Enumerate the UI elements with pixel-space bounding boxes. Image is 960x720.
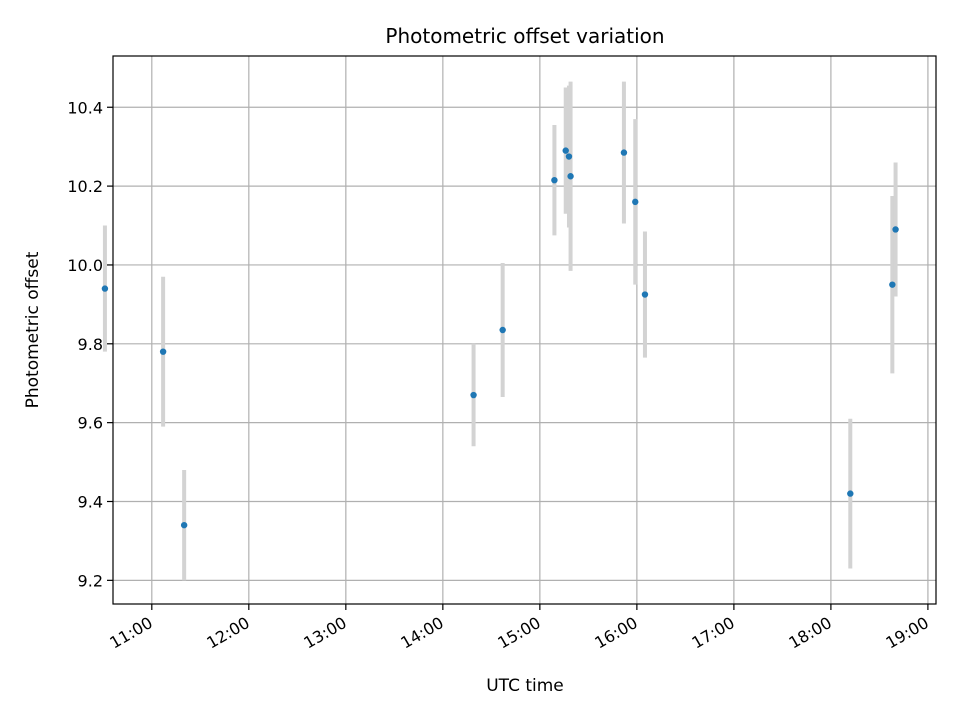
data-point: [892, 226, 899, 233]
y-tick-label: 10.2: [67, 177, 103, 196]
data-point: [632, 198, 639, 206]
y-tick-label: 10.0: [67, 256, 103, 275]
data-point: [847, 490, 854, 497]
y-tick-label: 10.4: [67, 98, 103, 117]
data-point: [565, 153, 573, 160]
data-point: [499, 326, 506, 334]
data-points: [101, 147, 899, 529]
data-point: [562, 147, 569, 154]
data-point: [159, 348, 167, 355]
y-tick-label: 9.6: [78, 414, 103, 433]
x-axis-title: UTC time: [486, 676, 564, 696]
y-tick-label: 9.8: [78, 335, 103, 354]
data-point: [180, 521, 188, 529]
chart-title: Photometric offset variation: [385, 24, 664, 48]
data-point: [470, 391, 477, 399]
data-point: [620, 149, 628, 156]
data-point: [641, 291, 649, 298]
plot-area-frame: [112, 55, 937, 605]
y-axis: 9.2 9.4 9.6 9.8 10.0 10.2 10.4: [67, 98, 113, 590]
y-axis-title: Photometric offset: [23, 251, 43, 408]
y-tick-label: 9.4: [78, 492, 103, 511]
data-point: [567, 173, 574, 180]
data-point: [551, 176, 558, 184]
data-point: [889, 281, 896, 288]
data-point: [101, 285, 109, 292]
y-tick-label: 9.2: [78, 571, 103, 590]
